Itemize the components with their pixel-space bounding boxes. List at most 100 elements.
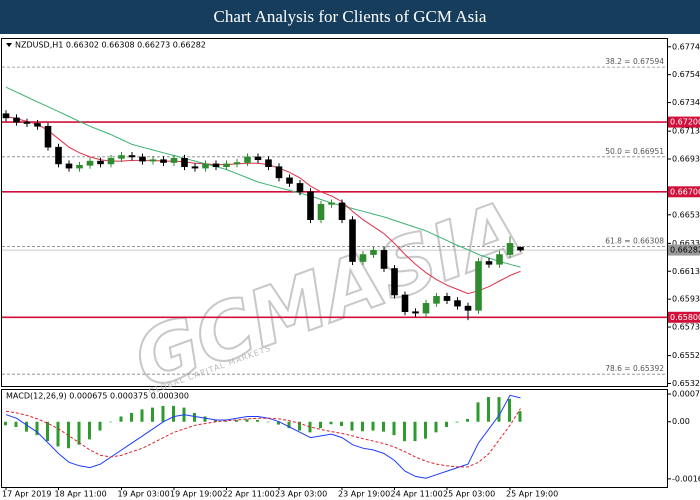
- candle-body: [23, 121, 31, 124]
- macd-histogram-bar: [4, 421, 7, 426]
- candle-body: [443, 296, 451, 301]
- moving-average: [5, 116, 521, 295]
- candle-body: [160, 159, 167, 163]
- candle-body: [422, 303, 430, 314]
- macd-y-tick-label: 0.000785: [672, 390, 700, 399]
- y-tick-label: 0.66535: [672, 210, 700, 219]
- x-tick-label: 17 Apr 2019: [2, 490, 51, 499]
- candle-body: [391, 268, 398, 296]
- macd-histogram-bar: [256, 419, 259, 422]
- candle-body: [517, 246, 524, 251]
- y-tick-label: 0.65525: [672, 351, 700, 360]
- candle-body: [233, 162, 241, 165]
- candle-body: [223, 163, 230, 167]
- macd-histogram-bar: [245, 419, 249, 422]
- candle-body: [149, 159, 157, 162]
- menu-arrow: [6, 43, 12, 47]
- last-price-tag: [668, 244, 700, 256]
- candle-body: [44, 125, 52, 148]
- y-tick-label: 0.67135: [672, 127, 700, 136]
- x-tick-label: 22 Apr 11:00: [223, 490, 275, 499]
- macd-histogram-bar: [445, 421, 448, 428]
- candle-body: [412, 311, 419, 314]
- candle-body: [2, 113, 10, 119]
- symbol-header: NZDUSD,H1 0.66302 0.66308 0.66273 0.6628…: [15, 41, 206, 50]
- level-tag: [668, 311, 700, 323]
- level-label: 0.65800: [670, 313, 700, 322]
- macd-histogram-bar: [340, 421, 343, 426]
- macd-histogram-bar: [130, 412, 133, 422]
- level-tag: [668, 186, 700, 198]
- macd-histogram-bar: [140, 409, 144, 422]
- price-panel: [1, 38, 668, 387]
- candle-body: [433, 296, 440, 304]
- candle-body: [13, 117, 20, 123]
- candle-body: [338, 202, 346, 220]
- x-tick-label: 25 Apr 03:00: [443, 490, 495, 499]
- macd-histogram-bar: [35, 421, 39, 436]
- macd-histogram-bar: [434, 421, 438, 433]
- x-tick-label: 19 Apr 03:00: [118, 490, 170, 499]
- macd-histogram-bar: [403, 421, 406, 442]
- candle-body: [55, 146, 62, 165]
- macd-signal-line: [5, 408, 521, 468]
- candle-body: [97, 160, 104, 165]
- x-tick-label: 23 Apr 03:00: [275, 490, 327, 499]
- candle-body: [212, 163, 220, 167]
- candle-body: [475, 261, 482, 311]
- macd-histogram-bar: [287, 421, 291, 429]
- candle-body: [349, 219, 356, 262]
- level-label: 0.67200: [670, 118, 700, 127]
- macd-histogram-bar: [455, 421, 459, 423]
- macd-histogram-bar: [235, 419, 238, 422]
- candle-body: [275, 166, 283, 179]
- macd-histogram-bar: [361, 421, 364, 432]
- macd-histogram-bar: [224, 421, 228, 422]
- macd-histogram-bar: [476, 402, 480, 422]
- x-tick-label: 24 Apr 11:00: [391, 490, 443, 499]
- macd-y-tick-label: 0.00: [672, 417, 690, 426]
- x-tick-label: 18 Apr 11:00: [55, 490, 107, 499]
- x-tick-label: 19 Apr 19:00: [170, 490, 222, 499]
- candle-body: [202, 163, 209, 169]
- fib-label: 78.6 = 0.65392: [605, 364, 664, 373]
- macd-histogram-bar: [172, 405, 175, 422]
- chart-title: Chart Analysis for Clients of GCM Asia: [214, 7, 487, 26]
- fib-label: 50.0 = 0.66951: [605, 147, 664, 156]
- candle-body: [328, 202, 335, 205]
- macd-histogram-bar: [497, 397, 501, 422]
- macd-histogram-bar: [319, 421, 322, 429]
- macd-histogram-bar: [508, 398, 511, 422]
- y-tick-label: 0.66935: [672, 155, 700, 164]
- macd-histogram-bar: [413, 421, 417, 442]
- level-tag: [668, 116, 700, 128]
- candle-body: [118, 155, 125, 159]
- macd-histogram-bar: [109, 421, 112, 423]
- macd-histogram-bar: [56, 421, 60, 447]
- macd-histogram-bar: [277, 421, 280, 425]
- macd-histogram-bar: [88, 421, 91, 440]
- macd-histogram-bar: [161, 405, 165, 422]
- candle-body: [370, 250, 377, 255]
- macd-y-tick-label: -0.00162: [672, 474, 700, 483]
- candle-body: [191, 166, 199, 169]
- macd-histogram-bar: [371, 421, 375, 431]
- macd-histogram-bar: [424, 421, 427, 439]
- level-label: 0.66700: [670, 187, 700, 196]
- macd-histogram-bar: [98, 421, 102, 431]
- macd-header: MACD(12,26,9) 0.000675 0.000375 0.000300: [6, 392, 189, 401]
- candle-body: [401, 294, 409, 313]
- macd-histogram-bar: [151, 407, 154, 422]
- candle-body: [359, 254, 367, 262]
- candle-body: [128, 155, 136, 158]
- last-price-label: 0.66282: [670, 246, 700, 255]
- macd-histogram-bar: [518, 411, 522, 422]
- macd-histogram-bar: [77, 421, 81, 445]
- title-bar: [0, 0, 700, 34]
- macd-histogram-bar: [25, 421, 28, 432]
- macd-histogram-bar: [119, 416, 123, 422]
